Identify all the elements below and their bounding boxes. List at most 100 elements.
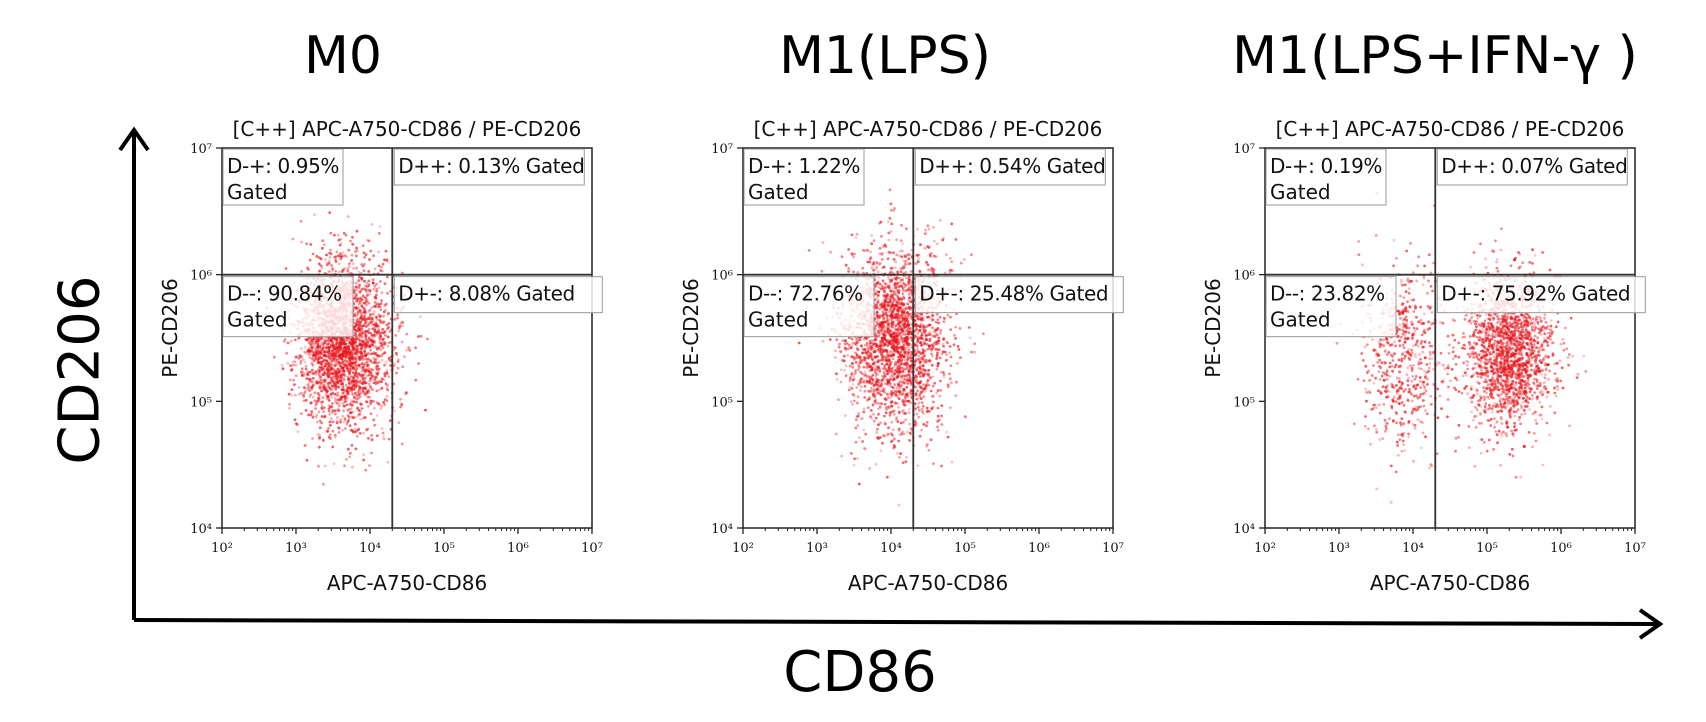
scatter-point [874,393,877,397]
scatter-point [323,371,327,374]
scatter-point [889,307,892,311]
scatter-point [339,370,343,374]
scatter-point [893,266,897,270]
scatter-point [909,367,912,371]
scatter-point [330,355,333,359]
scatter-point [863,389,867,393]
scatter-point [864,350,867,354]
scatter-point [393,409,396,413]
scatter-point [361,373,365,377]
scatter-point [906,253,910,257]
scatter-point [400,340,404,344]
scatter-point [849,400,853,403]
scatter-point [913,334,917,338]
scatter-point [317,348,320,352]
scatter-point [932,342,936,345]
scatter-point [943,271,947,275]
scatter-point [821,339,825,343]
scatter-point [851,362,854,365]
scatter-point [898,276,902,280]
scatter-point [914,359,917,363]
scatter-point [883,308,887,311]
scatter-point [897,302,900,305]
scatter-point [900,432,904,436]
scatter-point [309,401,312,405]
scatter-point [290,368,294,371]
scatter-point [355,329,359,333]
scatter-point [935,357,938,360]
scatter-point [909,359,913,363]
scatter-point [331,429,335,433]
scatter-point [904,350,908,354]
scatter-point [962,258,966,261]
scatter-point [351,235,354,239]
scatter-point [310,357,314,360]
scatter-point [318,354,322,357]
scatter-point [919,243,922,247]
scatter-point [364,416,367,419]
scatter-point [882,294,886,298]
scatter-point [840,454,844,458]
scatter-point [904,393,908,397]
scatter-point [339,343,343,347]
scatter-point [366,343,370,347]
scatter-point [897,373,901,377]
scatter-point [928,409,931,413]
scatter-point [959,356,962,359]
scatter-point [403,355,406,359]
scatter-point [908,312,912,316]
scatter-point [940,404,944,407]
scatter-point [365,297,369,301]
scatter-point [906,382,910,386]
scatter-point [892,412,896,416]
scatter-point [900,383,904,387]
scatter-point [334,337,338,341]
scatter-point [901,354,905,357]
scatter-point [899,350,903,354]
scatter-point [930,343,934,347]
scatter-point [903,358,907,362]
scatter-point [405,391,408,394]
scatter-point [355,434,359,438]
scatter-point [867,347,871,351]
scatter-point [834,349,837,353]
scatter-point [887,342,891,346]
scatter-point [888,323,891,327]
scatter-point [357,270,361,274]
scatter-point [334,255,338,259]
scatter-point [914,367,918,371]
scatter-point [317,269,321,273]
scatter-point [892,290,896,294]
scatter-point [878,368,882,371]
scatter-point [320,356,324,360]
scatter-point [336,346,340,350]
scatter-point [859,358,862,362]
scatter-point [935,312,939,316]
scatter-point [327,349,331,353]
scatter-point [308,395,311,398]
scatter-point [903,309,906,313]
scatter-point [915,328,918,331]
scatter-point [892,338,896,342]
scatter-point [904,460,908,464]
scatter-point [356,380,359,384]
scatter-point [339,257,343,261]
scatter-point [875,401,879,405]
scatter-point [885,340,888,344]
scatter-point [372,254,375,258]
scatter-point [944,358,948,362]
scatter-point [349,381,353,385]
scatter-point [943,317,946,320]
scatter-point [916,332,920,335]
scatter-point [899,304,903,307]
scatter-point [317,256,321,259]
scatter-point [834,356,837,359]
scatter-point [353,427,356,430]
scatter-point [890,297,894,300]
scatter-point [384,360,388,364]
scatter-point [299,412,303,416]
scatter-point [936,351,939,355]
scatter-point [326,394,330,398]
scatter-point [918,434,922,438]
scatter-point [347,248,351,252]
